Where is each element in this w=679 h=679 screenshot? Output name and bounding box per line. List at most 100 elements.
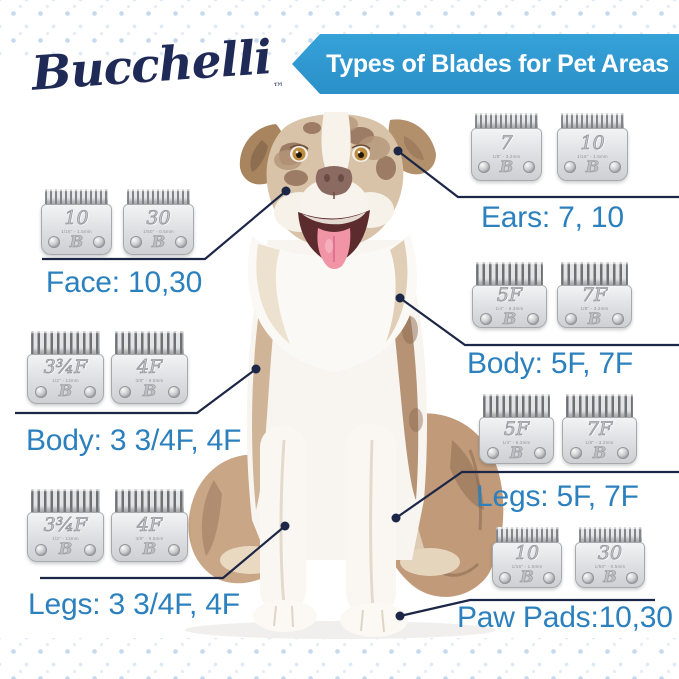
screw-icon — [499, 571, 512, 584]
brand-b-mark: B — [499, 156, 514, 176]
pointer-lines — [15, 150, 679, 618]
brand-b-mark: B — [585, 156, 600, 176]
blade-size-text: 1/50" - 0.5mm — [143, 228, 174, 234]
blade-plate: 7F 1/8" - 3.2mm B — [557, 285, 632, 328]
blade-teeth — [482, 394, 551, 417]
screw-icon — [478, 161, 491, 174]
screw-icon — [569, 447, 582, 460]
screw-icon — [534, 447, 547, 460]
blade-number: 10 — [580, 131, 605, 154]
blade-teeth — [474, 113, 539, 128]
brand-b-mark: B — [58, 381, 73, 401]
screw-icon — [84, 385, 97, 398]
title-banner: Types of Blades for Pet Areas — [292, 34, 679, 94]
blade-number: 30 — [597, 542, 623, 565]
blade-pair-ears: 7 1/8" - 3.2mm B 10 1/16" - 1.5mm B — [471, 113, 628, 181]
brand-b-mark: B — [69, 231, 84, 251]
blade-size-text: 1/2" - 13mm — [52, 536, 79, 542]
blade-plate: 5F 1/4" - 6.3mm B — [479, 417, 554, 464]
clipper-blade-334f: 3¾F 1/2" - 13mm B — [27, 489, 104, 562]
clipper-blade-7: 7 1/8" - 3.2mm B — [471, 113, 542, 181]
blade-pair-legs-right: 5F 1/4" - 6.3mm B 7F 1/8" - 3.2mm B — [479, 394, 637, 464]
blade-size-text: 1/8" - 3.2mm — [585, 439, 614, 445]
blade-number: 5F — [503, 417, 530, 440]
blade-plate: 3¾F 1/2" - 13mm B — [27, 354, 104, 404]
blade-teeth — [475, 262, 544, 285]
screw-icon — [479, 313, 492, 326]
screw-icon — [542, 571, 555, 584]
screw-icon — [612, 313, 625, 326]
screw-icon — [168, 385, 181, 398]
screw-icon — [564, 313, 577, 326]
blade-number: 7 — [500, 131, 513, 154]
blade-plate: 10 1/16" - 1.5mm B — [492, 542, 562, 588]
brand-b-mark: B — [502, 308, 517, 328]
blade-number: 4F — [136, 356, 163, 379]
screw-icon — [92, 236, 105, 249]
clipper-blade-7f: 7F 1/8" - 3.2mm B — [562, 394, 637, 464]
blade-teeth — [30, 489, 101, 512]
clipper-blade-30: 30 1/50" - 0.5mm B — [123, 189, 194, 255]
screw-icon — [118, 385, 131, 398]
label-legs-left: Legs: 3 3/4F, 4F — [28, 588, 240, 621]
blade-plate: 5F 1/4" - 6.3mm B — [472, 285, 547, 328]
blade-pair-legs-left: 3¾F 1/2" - 13mm B 4F 3/8" - 9.5mm B — [27, 489, 188, 562]
blade-size-text: 3/8" - 9.5mm — [135, 378, 164, 384]
brand-b-mark: B — [151, 231, 166, 251]
blade-teeth — [44, 189, 109, 204]
screw-icon — [130, 236, 143, 249]
blade-size-text: 1/16" - 1.5mm — [61, 228, 92, 234]
screw-icon — [564, 161, 577, 174]
screw-icon — [84, 543, 97, 556]
screw-icon — [34, 543, 47, 556]
blade-teeth — [114, 489, 185, 512]
blade-plate: 3¾F 1/2" - 13mm B — [27, 512, 104, 562]
blade-pair-face: 10 1/16" - 1.5mm B 30 1/50" - 0.5mm B — [41, 189, 194, 255]
brand-b-mark: B — [587, 308, 602, 328]
blade-teeth — [495, 527, 559, 542]
blade-number: 30 — [146, 206, 171, 229]
clipper-blade-5f: 5F 1/4" - 6.3mm B — [479, 394, 554, 464]
blade-number: 3¾F — [43, 356, 88, 379]
blade-size-text: 1/16" - 1.5mm — [511, 564, 543, 570]
blade-plate: 30 1/50" - 0.5mm B — [123, 204, 194, 255]
screw-icon — [608, 161, 621, 174]
label-face: Face: 10,30 — [45, 266, 203, 299]
brand-b-mark: B — [58, 539, 73, 559]
blade-plate: 10 1/16" - 1.5mm B — [557, 128, 628, 181]
screw-icon — [582, 571, 595, 584]
clipper-blade-4f: 4F 3/8" - 9.5mm B — [111, 331, 188, 404]
blade-plate: 10 1/16" - 1.5mm B — [41, 204, 112, 255]
clipper-blade-10: 10 1/16" - 1.5mm B — [557, 113, 628, 181]
blade-size-text: 1/4" - 6.3mm — [495, 305, 524, 311]
dog-illustration — [185, 112, 504, 639]
blade-plate: 7 1/8" - 3.2mm B — [471, 128, 542, 181]
blade-teeth — [560, 262, 629, 285]
blade-number: 5F — [496, 283, 523, 306]
blade-pair-body-left: 3¾F 1/2" - 13mm B 4F 3/8" - 9.5mm B — [27, 331, 188, 404]
blade-teeth — [30, 331, 101, 354]
brand-b-mark: B — [142, 539, 157, 559]
blade-teeth — [578, 527, 642, 542]
label-legs-right: Legs: 5F, 7F — [476, 480, 639, 513]
blade-pair-paw-pads: 10 1/16" - 1.5mm B 30 1/50" - 0.5mm B — [492, 527, 645, 588]
blade-plate: 4F 3/8" - 9.5mm B — [111, 512, 188, 562]
blade-teeth — [565, 394, 634, 417]
blade-number: 10 — [64, 206, 89, 229]
blade-plate: 4F 3/8" - 9.5mm B — [111, 354, 188, 404]
screw-icon — [522, 161, 535, 174]
title-banner-text: Types of Blades for Pet Areas — [326, 49, 669, 78]
blade-number: 7F — [581, 283, 608, 306]
screw-icon — [168, 543, 181, 556]
blade-plate: 30 1/50" - 0.5mm B — [575, 542, 645, 588]
blade-size-text: 1/8" - 3.2mm — [580, 305, 609, 311]
clipper-blade-5f: 5F 1/4" - 6.3mm B — [472, 262, 547, 328]
clipper-blade-30: 30 1/50" - 0.5mm B — [575, 527, 645, 588]
blade-number: 7F — [586, 417, 613, 440]
blade-size-text: 1/16" - 1.5mm — [577, 153, 608, 159]
blade-size-text: 1/8" - 3.2mm — [492, 153, 521, 159]
screw-icon — [625, 571, 638, 584]
clipper-blade-7f: 7F 1/8" - 3.2mm B — [557, 262, 632, 328]
